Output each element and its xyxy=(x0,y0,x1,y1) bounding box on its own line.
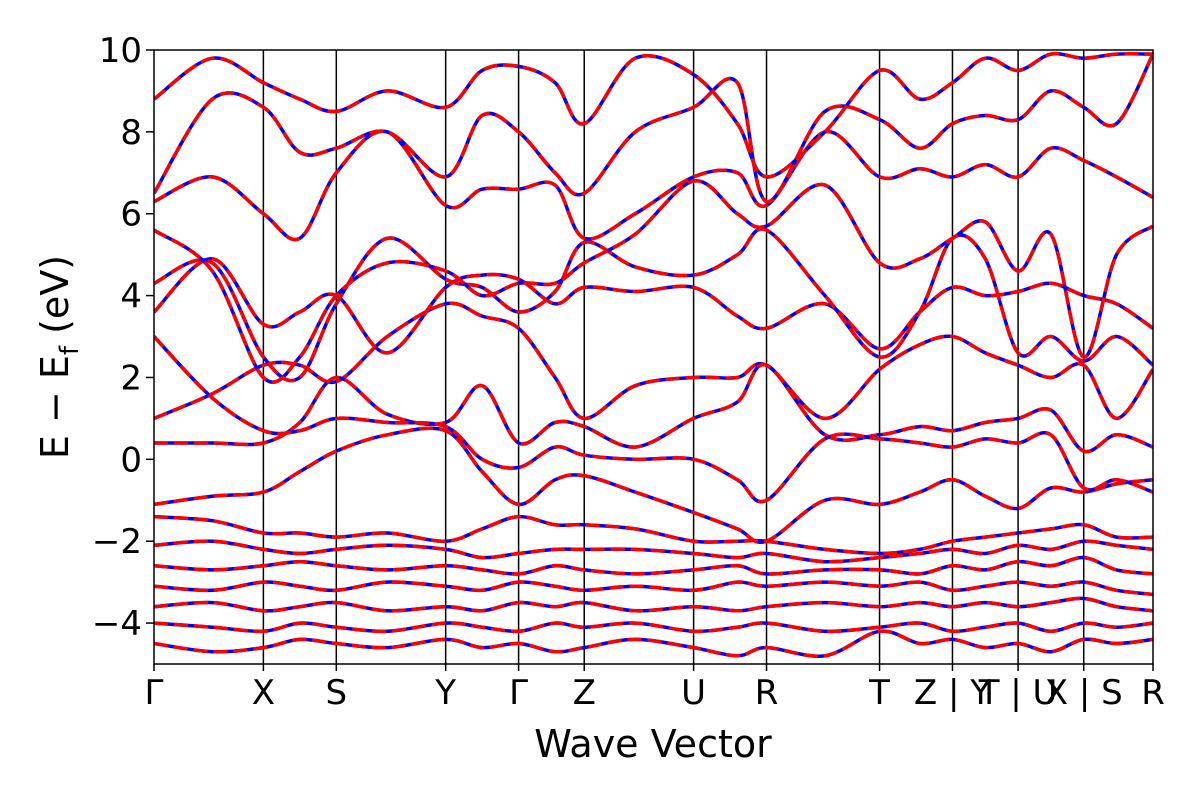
band-2-red xyxy=(154,362,1153,454)
band-9-red xyxy=(154,596,1153,613)
x-tick-label: R xyxy=(1141,673,1165,713)
band-13-red xyxy=(154,227,1153,383)
x-axis-title: Wave Vector xyxy=(534,722,772,766)
y-tick-label: 6 xyxy=(120,195,142,235)
x-tick-label: X | S xyxy=(1045,673,1123,713)
y-tick-label: 8 xyxy=(120,113,142,153)
band-14-red xyxy=(154,179,1153,384)
x-tick-label: T | U xyxy=(978,673,1058,713)
band-15-red xyxy=(154,129,1153,242)
band-6-red xyxy=(154,539,1153,564)
x-axis-ticks: Γ X S Y Γ Z U R T Z | YT | UX | S R xyxy=(145,664,1165,713)
x-tick-label: Γ xyxy=(145,673,164,713)
y-tick-label: −2 xyxy=(92,522,142,562)
x-tick-label: Z xyxy=(573,673,596,713)
band-17-red xyxy=(154,51,1153,179)
band-12-red xyxy=(154,257,1153,355)
band-11-red xyxy=(154,629,1153,658)
x-tick-label: T xyxy=(868,673,890,713)
y-axis-title: E − Ef (eV) xyxy=(33,255,85,459)
plot-frame xyxy=(153,49,1154,665)
band-16-blue xyxy=(154,53,1153,204)
band-3-blue xyxy=(154,426,1153,544)
band-5-red xyxy=(154,514,1153,556)
y-tick-label: 4 xyxy=(120,277,142,317)
x-tick-label: Z | Y xyxy=(914,673,991,713)
band-15-blue xyxy=(154,129,1153,242)
band-1-blue xyxy=(154,301,1153,421)
y-tick-label: 10 xyxy=(99,31,142,71)
band-16-red xyxy=(154,53,1153,204)
band-17-blue xyxy=(154,51,1153,179)
band-10-red xyxy=(154,621,1153,634)
x-tick-label: X xyxy=(252,673,275,713)
y-tick-label: 2 xyxy=(120,358,142,398)
band-7-red xyxy=(154,555,1153,576)
y-tick-label: 0 xyxy=(120,440,142,480)
band-2-blue xyxy=(154,362,1153,454)
x-tick-label: R xyxy=(755,673,779,713)
x-tick-label: Γ xyxy=(509,673,528,713)
y-tick-label: −4 xyxy=(92,604,142,644)
x-tick-label: U xyxy=(681,673,706,713)
band-lines xyxy=(154,51,1153,658)
band-4-red xyxy=(154,335,1153,504)
x-tick-label: Y xyxy=(434,673,456,713)
band-3-red xyxy=(154,426,1153,544)
y-axis-ticks: −4 −2 0 2 4 6 8 10 xyxy=(92,31,154,644)
band-8-red xyxy=(154,580,1153,597)
band-1-red xyxy=(154,301,1153,421)
x-tick-label: S xyxy=(326,673,348,713)
